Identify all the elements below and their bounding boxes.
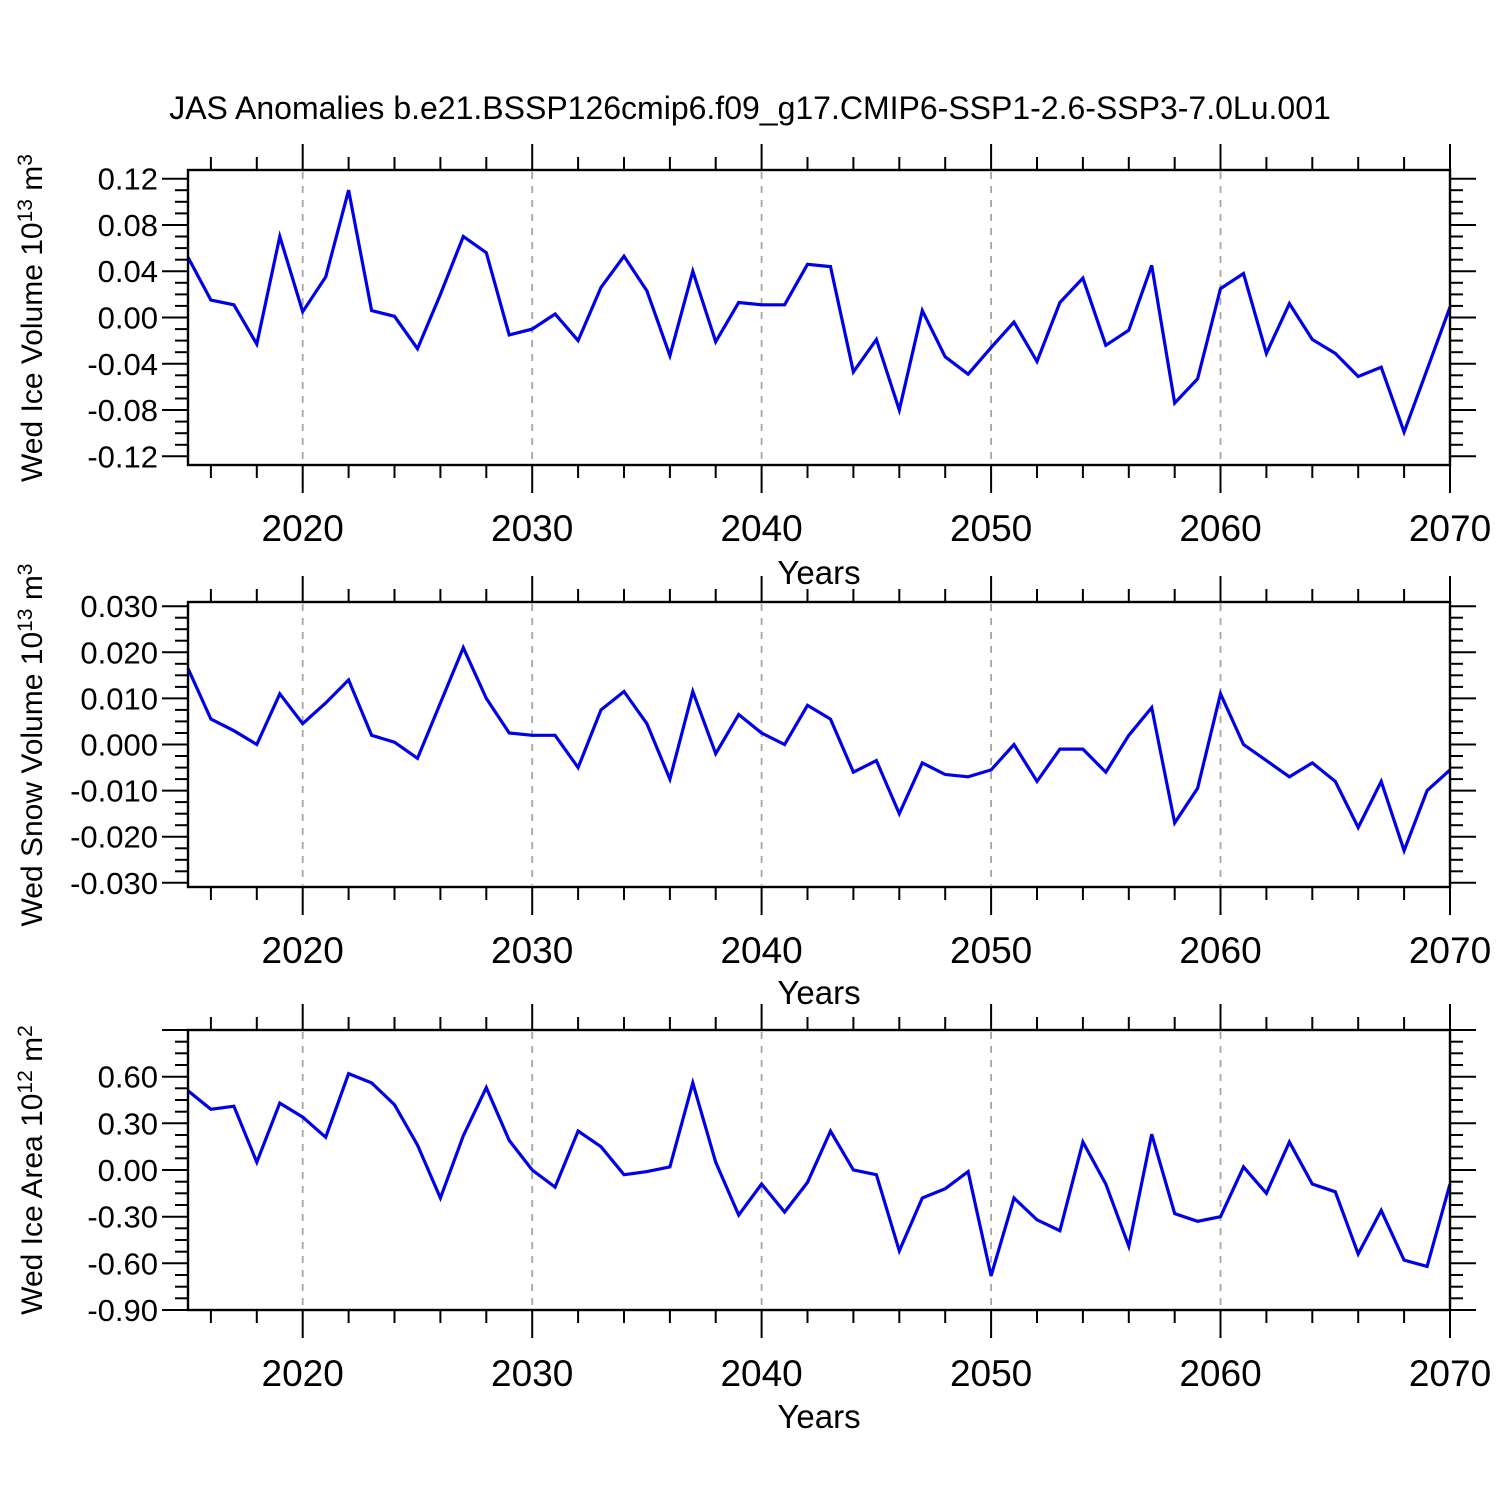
xtick-label: 2050 xyxy=(950,930,1032,971)
panel-wed-snow-volume: 0.030 0.020 0.010 0.000 -0.010 -0.020 -0.030 20… xyxy=(14,564,1491,1012)
panel-wed-ice-volume: 0.12 0.08 0.04 0.00 -0.04 -0.08 -0.12 2020 2030 2… xyxy=(14,144,1491,591)
ytick-label: -0.12 xyxy=(87,439,158,474)
ytick-label: -0.60 xyxy=(87,1246,158,1281)
yaxis-title-wed-ice-area: Wed Ice Area 1012 m2 xyxy=(14,1025,49,1315)
xtick-label: 2030 xyxy=(491,508,573,549)
xtick-label: 2070 xyxy=(1409,930,1491,971)
ytick-label: 0.04 xyxy=(98,254,158,289)
plot-border xyxy=(186,168,1452,467)
ytick-label: -0.90 xyxy=(87,1293,158,1328)
ytick-label: 0.12 xyxy=(98,162,158,197)
ytick-label: -0.010 xyxy=(70,774,158,809)
xtick-label: 2050 xyxy=(950,1353,1032,1394)
ytick-label: 0.030 xyxy=(80,589,158,624)
ytick-label: 0.08 xyxy=(98,208,158,243)
xtick-label: 2060 xyxy=(1179,1353,1261,1394)
series-line-wed-ice-area xyxy=(186,1071,1452,1277)
ytick-label: 0.60 xyxy=(98,1060,158,1095)
ytick-label: 0.000 xyxy=(80,728,158,763)
series-line-wed-snow-volume xyxy=(186,643,1452,856)
ytick-label: -0.04 xyxy=(87,347,158,382)
plot-border xyxy=(186,600,1452,889)
ytick-label: -0.020 xyxy=(70,820,158,855)
xtick-label: 2020 xyxy=(262,930,344,971)
chart-title: JAS Anomalies b.e21.BSSP126cmip6.f09_g17… xyxy=(169,90,1331,126)
panel-wed-ice-area: 0.60 0.30 0.00 -0.30 -0.60 -0.90 2020 2030 2040 2… xyxy=(14,1004,1491,1435)
ytick-label: -0.08 xyxy=(87,393,158,428)
xaxis-title: Years xyxy=(777,1398,860,1435)
xtick-label: 2040 xyxy=(720,508,802,549)
xaxis-title: Years xyxy=(777,974,860,1011)
ytick-label: 0.00 xyxy=(98,1153,158,1188)
xtick-label: 2040 xyxy=(720,930,802,971)
ytick-label: 0.020 xyxy=(80,635,158,670)
xaxis-title: Years xyxy=(777,554,860,591)
plot-border xyxy=(186,1028,1452,1312)
series-line-wed-ice-volume xyxy=(186,189,1452,437)
ytick-label: -0.030 xyxy=(70,866,158,901)
xtick-label: 2060 xyxy=(1179,930,1261,971)
xtick-label: 2070 xyxy=(1409,1353,1491,1394)
xtick-label: 2050 xyxy=(950,508,1032,549)
xtick-label: 2040 xyxy=(720,1353,802,1394)
ytick-label: 0.30 xyxy=(98,1106,158,1141)
xtick-label: 2060 xyxy=(1179,508,1261,549)
xtick-label: 2070 xyxy=(1409,508,1491,549)
xtick-label: 2020 xyxy=(262,508,344,549)
yaxis-title-wed-ice-volume: Wed Ice Volume 1013 m3 xyxy=(14,154,49,482)
ytick-label: 0.00 xyxy=(98,301,158,336)
yaxis-title-wed-snow-volume: Wed Snow Volume 1013 m3 xyxy=(14,564,49,927)
ytick-label: 0.010 xyxy=(80,681,158,716)
xtick-label: 2030 xyxy=(491,930,573,971)
xtick-label: 2030 xyxy=(491,1353,573,1394)
ytick-label: -0.30 xyxy=(87,1200,158,1235)
xtick-label: 2020 xyxy=(262,1353,344,1394)
